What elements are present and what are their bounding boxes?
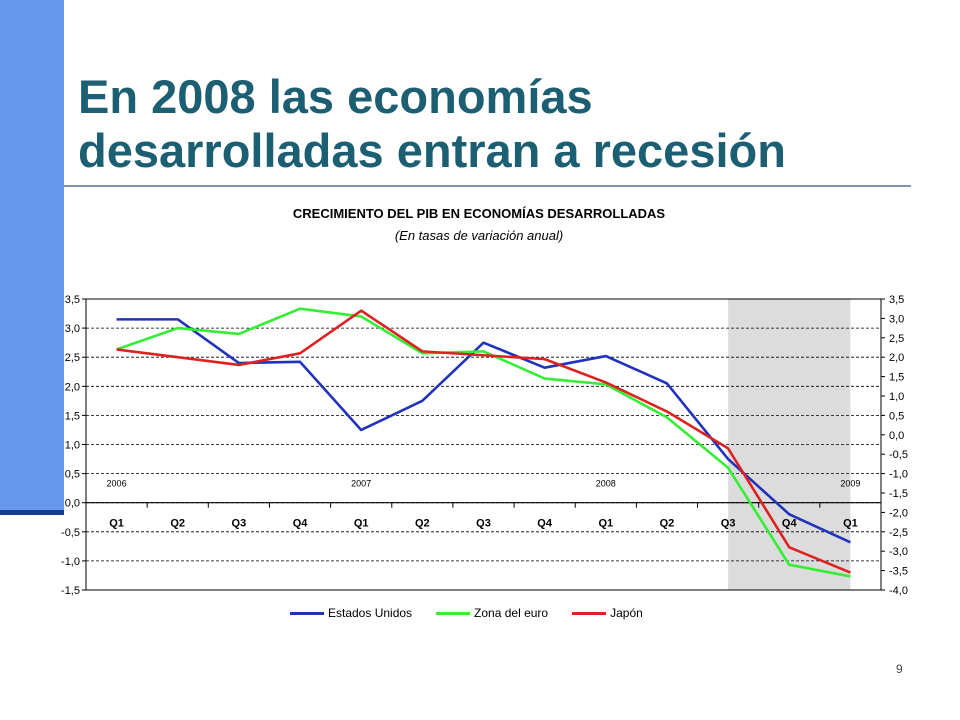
left-tick-label: 2,5 [65, 352, 80, 364]
right-tick-label: -1,0 [889, 469, 908, 481]
right-tick-label: -3,5 [889, 566, 908, 578]
accent-bar-tick [0, 510, 64, 515]
quarter-label: Q1 [354, 518, 369, 530]
legend-label-zona-euro: Zona del euro [474, 606, 549, 620]
left-tick-label: 1,5 [65, 410, 80, 422]
legend-swatch-zona-euro [436, 611, 471, 615]
quarter-label: Q1 [109, 518, 124, 530]
year-label: 2008 [596, 479, 616, 489]
right-tick-label: 2,5 [889, 333, 904, 345]
right-tick-label: 3,0 [889, 313, 904, 325]
quarter-label: Q3 [476, 518, 491, 530]
right-tick-label: -3,0 [889, 546, 908, 558]
legend-label-estados-unidos: Estados Unidos [328, 606, 413, 620]
left-tick-label: -1,5 [61, 585, 80, 597]
legend-swatch-japon [572, 611, 607, 615]
year-label: 2007 [351, 479, 371, 489]
right-tick-label: -4,0 [889, 585, 908, 597]
quarter-label: Q1 [598, 518, 613, 530]
right-tick-label: 1,5 [889, 372, 904, 384]
left-tick-label: 2,0 [65, 381, 80, 393]
right-tick-label: 0,0 [889, 430, 904, 442]
left-tick-label: -0,5 [61, 527, 80, 539]
page-number: 9 [896, 662, 903, 676]
quarter-label: Q2 [415, 518, 430, 530]
year-label: 2009 [840, 479, 860, 489]
right-tick-label: 2,0 [889, 352, 904, 364]
year-label: 2006 [107, 479, 127, 489]
series-line-zona-euro [116, 307, 851, 578]
left-tick-label: 0,5 [65, 469, 80, 481]
left-tick-label: 3,0 [65, 323, 80, 335]
left-tick-label: 0,0 [65, 498, 80, 510]
quarter-label: Q3 [721, 518, 736, 530]
right-tick-label: -2,0 [889, 507, 908, 519]
chart-title: CRECIMIENTO DEL PIB EN ECONOMÍAS DESARRO… [292, 206, 666, 221]
legend-label-japon: Japón [610, 606, 643, 620]
right-tick-label: 0,5 [889, 410, 904, 422]
right-tick-label: 1,0 [889, 391, 904, 403]
right-tick-label: -1,5 [889, 488, 908, 500]
quarter-label: Q4 [537, 518, 553, 530]
left-tick-label: 1,0 [65, 440, 80, 452]
slide-title: En 2008 las economías desarrolladas entr… [78, 70, 786, 177]
right-tick-label: -2,5 [889, 527, 908, 539]
legend-swatch-estados-unidos [290, 611, 324, 615]
legend-item-zona-euro: Zona del euro [436, 606, 548, 620]
chart-subtitle: (En tasas de variación anual) [394, 228, 564, 243]
left-tick-label: -1,0 [61, 556, 80, 568]
quarter-label: Q1 [843, 518, 858, 530]
right-tick-label: -0,5 [889, 449, 908, 461]
series-line-estados-unidos [116, 318, 851, 544]
right-tick-label: 3,5 [889, 294, 904, 306]
quarter-label: Q3 [232, 518, 247, 530]
quarter-label: Q2 [660, 518, 675, 530]
left-tick-label: 3,5 [65, 294, 80, 306]
quarter-label: Q2 [170, 518, 185, 530]
chart-legend: Estados Unidos Zona del euro Japón [290, 604, 680, 622]
legend-item-estados-unidos: Estados Unidos [290, 606, 412, 620]
legend-item-japon: Japón [572, 606, 643, 620]
title-divider [64, 185, 911, 187]
accent-bar [0, 0, 64, 512]
quarter-label: Q4 [293, 518, 309, 530]
series-line-japon [116, 309, 851, 574]
quarter-label: Q4 [782, 518, 798, 530]
